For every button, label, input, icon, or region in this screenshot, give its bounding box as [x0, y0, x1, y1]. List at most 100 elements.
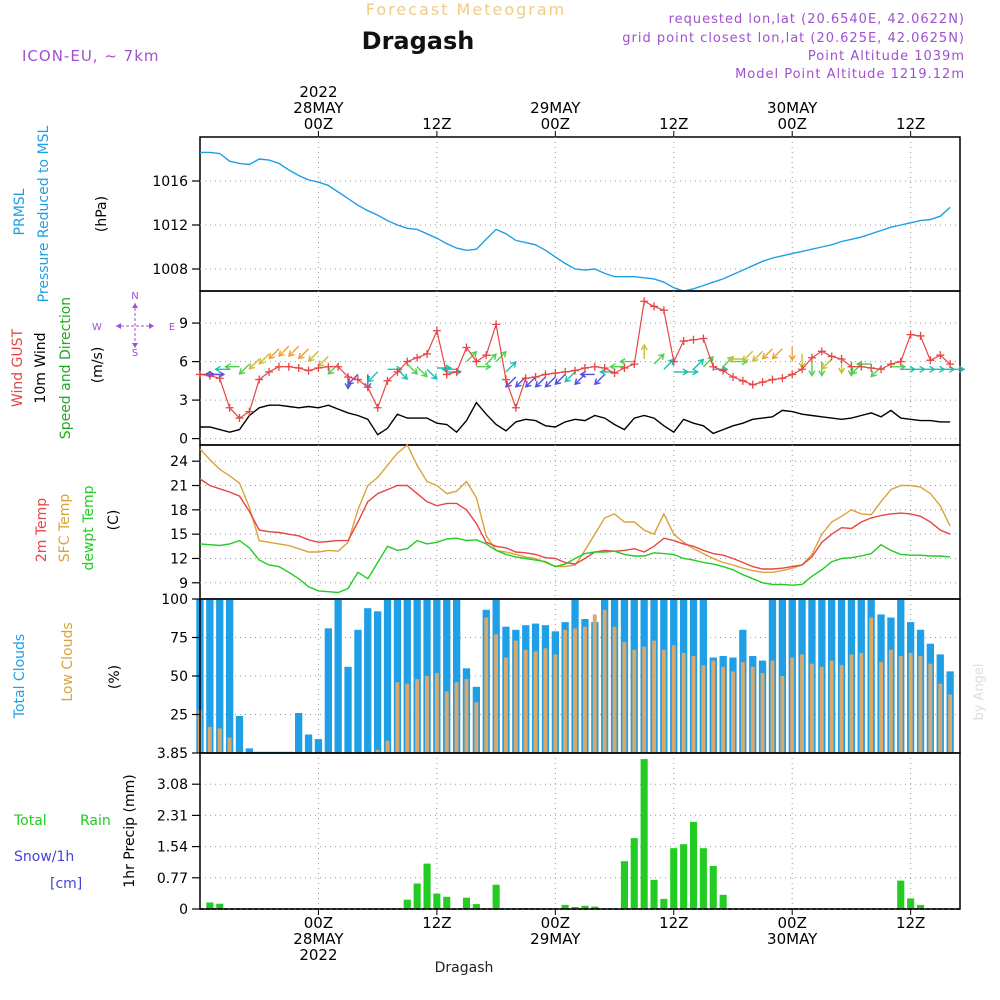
gust-marker — [344, 372, 353, 381]
y-tick-label: 9 — [179, 316, 188, 332]
low-cloud-bar — [504, 657, 508, 753]
low-cloud-bar — [711, 660, 716, 753]
gust-marker — [423, 349, 432, 358]
bottom-time-label: 12Z — [422, 914, 451, 932]
gust-marker — [255, 375, 264, 384]
rain-bar — [472, 904, 480, 909]
low-cloud-bar — [829, 660, 834, 753]
gust-marker — [413, 353, 422, 362]
wind-arrow — [564, 371, 576, 383]
y-tick-label: 50 — [170, 669, 188, 685]
rain-bar — [630, 838, 638, 909]
wind-direction-arrows — [200, 343, 966, 390]
clouds-panel: 25 50 75 100 Total Clouds Low Clouds (%) by… — [12, 592, 987, 754]
low-cloud-bar — [227, 737, 232, 753]
low-cloud-bar — [661, 649, 666, 753]
gust-marker — [245, 407, 254, 416]
top-time-label: 30MAY — [767, 99, 818, 117]
wind-arrow — [683, 368, 699, 376]
low-cloud-bar — [385, 740, 390, 753]
location-title: Dragash — [362, 27, 475, 55]
gust-marker — [571, 366, 580, 375]
gust-marker — [768, 375, 777, 384]
gust-marker — [353, 375, 362, 384]
top-time-label: 12Z — [659, 115, 688, 133]
wind-speed-line — [200, 401, 951, 436]
gust-marker — [393, 367, 402, 376]
wind-arrow — [505, 361, 517, 373]
precip-panel: 0 0.77 1.54 2.31 3.08 3.85 Total Rain Snow/1h… — [13, 746, 961, 918]
total-cloud-bar — [235, 716, 244, 753]
rain-bar — [581, 905, 589, 909]
rain-bar — [620, 861, 628, 909]
wind-y-ticks: 0 3 6 9 — [179, 316, 200, 448]
wind-arrow — [406, 363, 419, 375]
low-cloud-bar — [681, 652, 686, 753]
wind-arrow — [618, 357, 635, 366]
wind-arrow — [287, 345, 300, 357]
wind-arrow — [808, 361, 816, 377]
low-cloud-bar — [691, 656, 696, 753]
wind-arrow — [238, 363, 250, 375]
gust-marker — [758, 378, 767, 387]
wind-arrow — [820, 358, 833, 370]
rain-bar — [907, 898, 915, 909]
clouds-grid — [200, 599, 960, 753]
low-cloud-bar — [760, 672, 765, 753]
gust-marker — [383, 376, 392, 385]
gust-marker — [541, 370, 550, 379]
gust-marker — [936, 351, 945, 360]
gust-marker — [926, 356, 935, 365]
snow-unit-label: [cm] — [50, 876, 82, 892]
pressure-y-ticks: 1008 1012 1016 — [152, 174, 200, 278]
rain-bar — [571, 907, 579, 909]
y-tick-label: 0 — [179, 432, 188, 448]
low-cloud-bar — [869, 617, 874, 753]
low-cloud-bar — [948, 694, 953, 753]
wind-arrow — [258, 353, 270, 365]
low-cloud-bar — [612, 626, 617, 753]
top-time-label: 12Z — [422, 115, 451, 133]
gust-marker — [294, 364, 303, 372]
low-cloud-bar — [464, 679, 469, 753]
low-cloud-bar — [632, 649, 637, 753]
bottom-time-label: 28MAY — [293, 930, 344, 948]
wind-arrow — [204, 370, 220, 379]
precip-grid — [200, 753, 960, 909]
wind-arrow — [366, 371, 379, 383]
rain-bar — [443, 896, 451, 909]
total-cloud-bar — [334, 599, 342, 753]
wind-arrow — [524, 376, 537, 388]
top-time-label: 00Z — [541, 115, 570, 133]
grid-point-coords: grid point closest lon,lat (20.625E, 42.… — [622, 31, 965, 46]
gust-marker — [659, 306, 668, 315]
y-tick-label: 24 — [170, 454, 188, 470]
total-cloud-bar — [324, 628, 332, 753]
gust-marker — [561, 367, 570, 376]
rain-bar — [680, 844, 688, 909]
snow-label: Snow/1h — [14, 849, 74, 865]
wind-arrow — [554, 373, 566, 386]
wind-grid — [200, 291, 960, 445]
gust-marker — [778, 374, 787, 383]
gust-marker — [699, 334, 708, 343]
total-cloud-bar — [216, 599, 224, 753]
gust-marker — [719, 366, 728, 375]
low-cloud-bar — [395, 682, 400, 753]
gust-marker — [324, 362, 333, 371]
gust-marker — [650, 302, 659, 311]
gust-marker — [827, 352, 836, 361]
gust-marker — [235, 414, 244, 423]
y-tick-label: 0.77 — [157, 871, 188, 887]
low-cloud-bar — [839, 665, 844, 753]
low-cloud-bar — [553, 654, 558, 753]
sfc-temp-line — [199, 443, 951, 573]
gust-marker — [630, 360, 639, 369]
wind-arrow — [248, 358, 260, 370]
temperature-y-ticks: 9 12 15 18 21 24 — [170, 454, 200, 592]
gust-marker — [600, 364, 609, 372]
low-cloud-bar — [405, 683, 410, 753]
y-tick-label: 0 — [179, 902, 188, 918]
